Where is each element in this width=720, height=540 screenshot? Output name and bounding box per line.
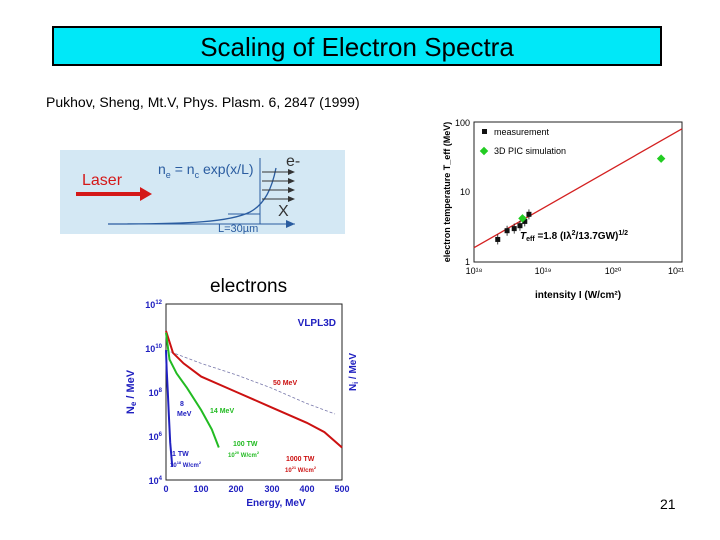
x-tick-400: 400 bbox=[299, 484, 314, 494]
slide-title-box: Scaling of Electron Spectra bbox=[52, 26, 662, 66]
x-axis-label: intensity I (W/cm²) bbox=[535, 290, 621, 301]
y-tick-1e10: 1010 bbox=[145, 344, 162, 354]
legend-pic-marker bbox=[479, 146, 489, 156]
label-8-unit: MeV bbox=[177, 411, 192, 418]
density-formula: ne = nc exp(x/L) bbox=[158, 161, 254, 180]
label-100tw: 100 TW bbox=[233, 441, 258, 448]
x-tick-1e20: 10²⁰ bbox=[605, 266, 622, 276]
temperature-scaling-chart: 100 10 1 10¹⁸ 10¹⁹ 10²⁰ 10²¹ intensity I… bbox=[442, 118, 684, 301]
citation: Pukhov, Sheng, Mt.V, Phys. Plasm. 6, 284… bbox=[46, 94, 360, 110]
electron-label: e- bbox=[286, 153, 300, 170]
x-tick-300: 300 bbox=[264, 484, 279, 494]
x-tick-1e21: 10²¹ bbox=[668, 266, 684, 276]
legend-pic: 3D PIC simulation bbox=[494, 146, 566, 156]
electron-spectra-chart: VLPL3D 1012 1010 108 106 104 0 100 200 3… bbox=[125, 300, 360, 509]
x-tick-500: 500 bbox=[334, 484, 349, 494]
y-tick-10: 10 bbox=[460, 187, 470, 197]
x-tick-100: 100 bbox=[193, 484, 208, 494]
label-1tw: 1 TW bbox=[172, 451, 189, 458]
axis-x-label: X bbox=[278, 203, 289, 220]
label-100tw-intensity: 1020 W/cm2 bbox=[228, 450, 260, 459]
legend-measurement: measurement bbox=[494, 127, 550, 137]
spectrum-ions bbox=[165, 349, 336, 415]
label-1000tw-intensity: 1021 W/cm2 bbox=[285, 465, 317, 474]
x-tick-1e19: 10¹⁹ bbox=[535, 266, 552, 276]
laser-profile-diagram: Laser ne = nc exp(x/L) e- L=30µm X bbox=[60, 150, 345, 234]
chart-title: VLPL3D bbox=[298, 318, 336, 329]
x-axis-label: Energy, MeV bbox=[246, 498, 306, 509]
x-tick-0: 0 bbox=[163, 484, 168, 494]
y-axis-label-right: Ni / MeV bbox=[348, 353, 360, 391]
x-tick-200: 200 bbox=[228, 484, 243, 494]
slide-title: Scaling of Electron Spectra bbox=[200, 32, 514, 62]
y-axis-label: electron temperature T_eff (MeV) bbox=[442, 122, 452, 263]
scale-label: L=30µm bbox=[218, 223, 258, 234]
x-tick-1e18: 10¹⁸ bbox=[466, 266, 483, 276]
y-tick-1e8: 108 bbox=[149, 388, 163, 398]
spectrum-100-tw bbox=[165, 332, 220, 448]
electrons-label: electrons bbox=[210, 276, 288, 297]
laser-label: Laser bbox=[82, 172, 123, 189]
y-tick-100: 100 bbox=[455, 118, 470, 128]
plot-frame bbox=[165, 303, 343, 481]
label-14: 14 MeV bbox=[210, 408, 234, 415]
pic-point bbox=[656, 154, 666, 163]
laser-arrow-head bbox=[140, 187, 152, 201]
legend-measurement-marker bbox=[482, 129, 487, 134]
spectrum-1000-tw bbox=[165, 330, 343, 449]
fit-line bbox=[473, 128, 683, 249]
y-tick-1: 1 bbox=[465, 257, 470, 267]
y-tick-1e4: 104 bbox=[149, 476, 163, 486]
y-tick-1e6: 106 bbox=[149, 432, 163, 442]
y-axis-label-left: Ne / MeV bbox=[125, 369, 138, 414]
label-50: 50 MeV bbox=[273, 380, 297, 387]
plot-frame bbox=[473, 121, 683, 263]
page-number: 21 bbox=[660, 496, 676, 512]
label-8: 8 bbox=[180, 401, 184, 408]
label-1000tw: 1000 TW bbox=[286, 456, 315, 463]
spectrum-1-tw bbox=[165, 350, 174, 467]
label-1tw-intensity: 1018 W/cm2 bbox=[170, 460, 202, 469]
fit-annotation: Teff =1.8 (Iλ2/13.7GW)1/2 bbox=[520, 230, 628, 243]
y-tick-1e12: 1012 bbox=[145, 300, 162, 310]
